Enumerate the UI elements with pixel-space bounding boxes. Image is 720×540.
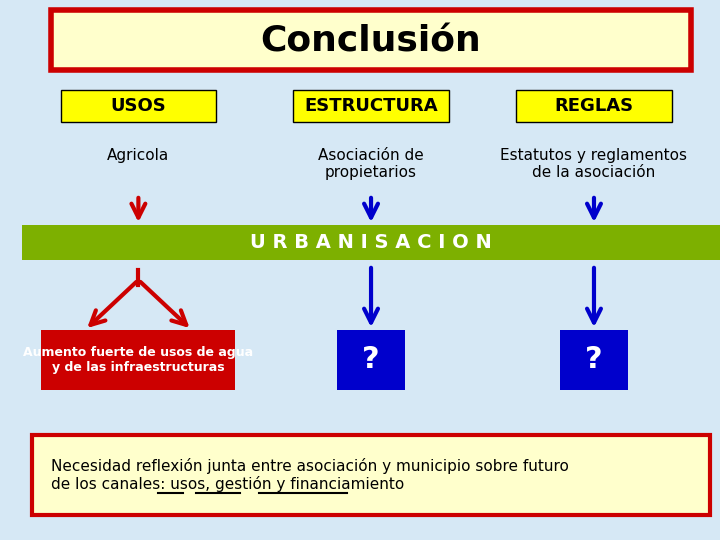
FancyBboxPatch shape bbox=[42, 330, 235, 390]
Text: ?: ? bbox=[362, 346, 380, 375]
FancyBboxPatch shape bbox=[51, 10, 691, 70]
Text: REGLAS: REGLAS bbox=[554, 97, 634, 115]
FancyBboxPatch shape bbox=[32, 435, 711, 515]
Text: Agricola: Agricola bbox=[107, 148, 169, 163]
FancyBboxPatch shape bbox=[22, 225, 720, 260]
Text: Conclusión: Conclusión bbox=[261, 25, 482, 59]
Text: ESTRUCTURA: ESTRUCTURA bbox=[305, 97, 438, 115]
Text: Asociación de
propietarios: Asociación de propietarios bbox=[318, 148, 424, 180]
FancyBboxPatch shape bbox=[516, 90, 672, 122]
FancyBboxPatch shape bbox=[337, 330, 405, 390]
Text: ?: ? bbox=[585, 346, 603, 375]
Text: U R B A N I S A C I O N: U R B A N I S A C I O N bbox=[250, 233, 492, 252]
Text: Estatutos y reglamentos
de la asociación: Estatutos y reglamentos de la asociación bbox=[500, 148, 688, 180]
FancyBboxPatch shape bbox=[294, 90, 449, 122]
Text: USOS: USOS bbox=[110, 97, 166, 115]
Text: Necesidad reflexión junta entre asociación y municipio sobre futuro
de los canal: Necesidad reflexión junta entre asociaci… bbox=[51, 458, 569, 492]
FancyBboxPatch shape bbox=[60, 90, 216, 122]
Text: Aumento fuerte de usos de agua
y de las infraestructuras: Aumento fuerte de usos de agua y de las … bbox=[23, 346, 253, 374]
FancyBboxPatch shape bbox=[560, 330, 628, 390]
